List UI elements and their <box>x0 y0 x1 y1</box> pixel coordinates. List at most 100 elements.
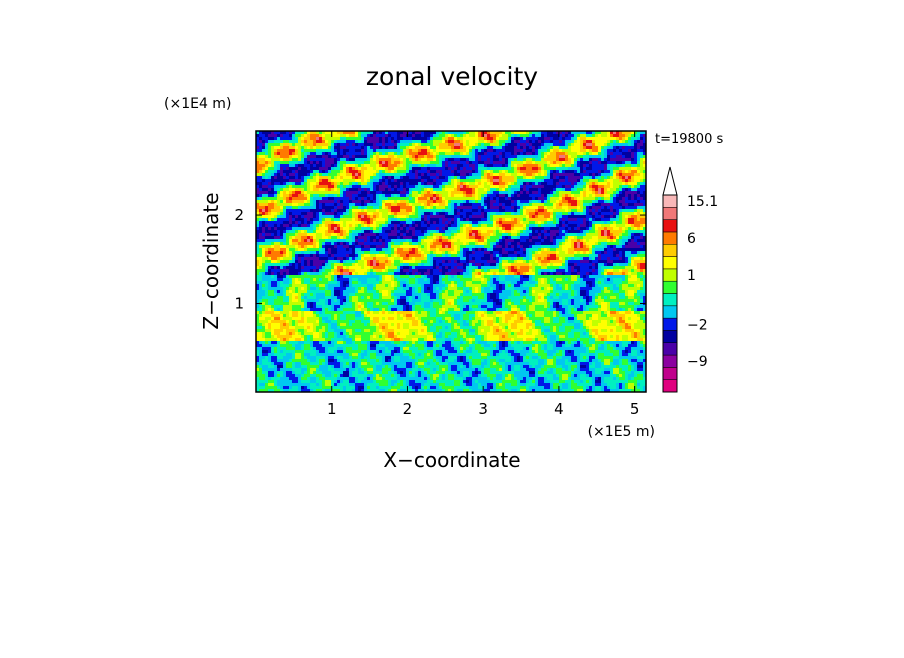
field-cell <box>298 158 301 161</box>
field-cell <box>277 239 280 242</box>
field-cell <box>361 182 364 185</box>
field-cell <box>334 233 337 236</box>
field-cell <box>523 239 526 242</box>
field-cell <box>478 134 481 137</box>
field-cell <box>328 167 331 170</box>
field-cell <box>409 149 412 152</box>
field-cell <box>454 152 457 155</box>
field-cell <box>580 242 583 245</box>
field-cell <box>640 197 643 200</box>
field-cell <box>580 170 583 173</box>
field-cell <box>616 170 619 173</box>
field-cell <box>490 188 493 191</box>
field-cell <box>394 224 397 227</box>
field-cell <box>619 131 622 134</box>
field-cell <box>289 230 292 233</box>
field-cell <box>298 200 301 203</box>
field-cell <box>361 143 364 146</box>
field-cell <box>514 137 517 140</box>
field-cell <box>415 182 418 185</box>
field-cell <box>520 239 523 242</box>
field-cell <box>376 137 379 140</box>
field-cell <box>427 209 430 212</box>
field-cell <box>499 230 502 233</box>
field-cell <box>436 194 439 197</box>
field-cell <box>619 227 622 230</box>
field-cell <box>556 182 559 185</box>
field-cell <box>289 215 292 218</box>
field-cell <box>469 215 472 218</box>
field-cell <box>307 233 310 236</box>
field-cell <box>316 185 319 188</box>
field-cell <box>298 137 301 140</box>
field-cell <box>286 137 289 140</box>
field-cell <box>346 197 349 200</box>
field-cell <box>478 182 481 185</box>
field-cell <box>610 221 613 224</box>
field-cell <box>418 161 421 164</box>
field-cell <box>526 194 529 197</box>
field-cell <box>553 209 556 212</box>
field-cell <box>625 236 628 239</box>
field-cell <box>373 143 376 146</box>
field-cell <box>451 131 454 134</box>
field-cell <box>280 239 283 242</box>
field-cell <box>493 167 496 170</box>
field-cell <box>319 152 322 155</box>
field-cell <box>316 155 319 158</box>
field-cell <box>475 164 478 167</box>
field-cell <box>574 233 577 236</box>
field-cell <box>385 245 388 248</box>
field-cell <box>349 188 352 191</box>
field-cell <box>487 215 490 218</box>
field-cell <box>301 143 304 146</box>
field-cell <box>574 137 577 140</box>
field-cell <box>307 212 310 215</box>
field-cell <box>331 173 334 176</box>
field-cell <box>382 245 385 248</box>
field-cell <box>298 218 301 221</box>
field-cell <box>601 218 604 221</box>
field-cell <box>397 167 400 170</box>
field-cell <box>286 242 289 245</box>
field-cell <box>454 236 457 239</box>
field-cell <box>415 131 418 134</box>
field-cell <box>472 212 475 215</box>
field-cell <box>550 158 553 161</box>
field-cell <box>310 233 313 236</box>
field-cell <box>301 212 304 215</box>
field-cell <box>319 170 322 173</box>
field-cell <box>319 185 322 188</box>
field-cell <box>625 155 628 158</box>
field-cell <box>307 146 310 149</box>
field-cell <box>625 143 628 146</box>
field-cell <box>331 176 334 179</box>
field-cell <box>370 212 373 215</box>
field-cell <box>517 197 520 200</box>
field-cell <box>475 182 478 185</box>
field-cell <box>361 203 364 206</box>
field-cell <box>505 197 508 200</box>
field-cell <box>292 209 295 212</box>
field-cell <box>598 131 601 134</box>
field-cell <box>349 161 352 164</box>
field-cell <box>448 233 451 236</box>
field-cell <box>619 230 622 233</box>
field-cell <box>628 227 631 230</box>
field-cell <box>565 188 568 191</box>
field-cell <box>376 173 379 176</box>
field-cell <box>586 134 589 137</box>
field-cell <box>301 218 304 221</box>
field-cell <box>634 230 637 233</box>
field-cell <box>487 149 490 152</box>
field-cell <box>535 182 538 185</box>
field-cell <box>472 158 475 161</box>
field-cell <box>481 188 484 191</box>
field-cell <box>418 152 421 155</box>
field-cell <box>619 185 622 188</box>
field-cell <box>355 212 358 215</box>
field-cell <box>295 131 298 134</box>
field-cell <box>571 185 574 188</box>
field-cell <box>496 134 499 137</box>
field-cell <box>442 164 445 167</box>
